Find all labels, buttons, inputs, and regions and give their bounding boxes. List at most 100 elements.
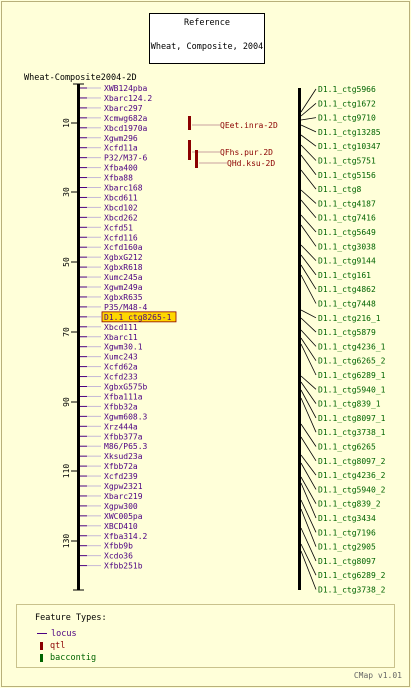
contig-label[interactable]: D1.1_ctg5879 xyxy=(318,328,376,337)
contig-label[interactable]: D1.1_ctg9144 xyxy=(318,257,376,266)
reference-box: Reference Wheat, Composite, 2004 xyxy=(149,13,265,64)
contig-label[interactable]: D1.1_ctg3038 xyxy=(318,242,376,251)
qtl-bar xyxy=(188,140,191,160)
marker-label[interactable]: Xumc243 xyxy=(104,353,138,362)
contig-leader xyxy=(300,329,317,347)
contig-label[interactable]: D1.1_ctg8097 xyxy=(318,557,376,566)
marker-label[interactable]: Xfba111a xyxy=(104,392,143,401)
marker-label[interactable]: D1.1_ctg8265-1 xyxy=(104,313,172,322)
contig-label[interactable]: D1.1_ctg13285 xyxy=(318,128,381,137)
legend-qtl: qtl xyxy=(37,641,65,651)
contig-label[interactable]: D1.1_ctg5966 xyxy=(318,85,376,94)
legend-locus: locus xyxy=(37,629,77,639)
contig-label[interactable]: D1.1_ctg6289_2 xyxy=(318,571,386,580)
marker-label[interactable]: Xfbb72a xyxy=(104,462,138,471)
marker-label[interactable]: Xcfd239 xyxy=(104,472,138,481)
marker-label[interactable]: P35/M48-4 xyxy=(104,303,148,312)
marker-label[interactable]: Xbcd611 xyxy=(104,193,138,202)
marker-label[interactable]: P32/M37-6 xyxy=(104,154,148,163)
contig-leader xyxy=(300,397,317,433)
marker-label[interactable]: XWB124pba xyxy=(104,84,148,93)
contig-leader xyxy=(300,499,317,533)
contig-label[interactable]: D1.1_ctg10347 xyxy=(318,142,381,151)
contig-label[interactable]: D1.1_ctg7448 xyxy=(318,300,376,309)
axis-tick-label: 10 xyxy=(62,118,71,128)
contig-label[interactable]: D1.1_ctg5156 xyxy=(318,171,376,180)
marker-label[interactable]: Xbcd1970a xyxy=(104,124,148,133)
marker-label[interactable]: Xfba400 xyxy=(104,164,138,173)
contig-label[interactable]: D1.1_ctg8097_2 xyxy=(318,457,386,466)
marker-label[interactable]: Xgwm249a xyxy=(104,283,143,292)
qtl-label[interactable]: QFhs.pur.2D xyxy=(220,148,273,157)
contig-label[interactable]: D1.1_ctg6265 xyxy=(318,443,376,452)
marker-label[interactable]: Xcfd11a xyxy=(104,144,138,153)
marker-label[interactable]: Xksud23a xyxy=(104,452,143,461)
marker-label[interactable]: XgbxG575b xyxy=(104,383,148,392)
marker-label[interactable]: Xcfd51 xyxy=(104,223,133,232)
contig-label[interactable]: D1.1_ctg4236_1 xyxy=(318,342,386,351)
marker-label[interactable]: Xbarc168 xyxy=(104,184,143,193)
marker-label[interactable]: Xbarc11 xyxy=(104,333,138,342)
contig-leader xyxy=(300,317,317,333)
marker-label[interactable]: XBCD410 xyxy=(104,522,138,531)
marker-label[interactable]: Xumc245a xyxy=(104,273,143,282)
contig-label[interactable]: D1.1_ctg4862 xyxy=(318,285,376,294)
contig-label[interactable]: D1.1_ctg3434 xyxy=(318,514,376,523)
contig-label[interactable]: D1.1_ctg8 xyxy=(318,185,362,194)
contig-label[interactable]: D1.1_ctg839_1 xyxy=(318,400,381,409)
marker-label[interactable]: XgbxR635 xyxy=(104,293,143,302)
contig-label[interactable]: D1.1_ctg161 xyxy=(318,271,371,280)
marker-label[interactable]: Xfba88 xyxy=(104,174,133,183)
contig-label[interactable]: D1.1_ctg7196 xyxy=(318,528,376,537)
marker-label[interactable]: Xfbb32a xyxy=(104,402,138,411)
contig-label[interactable]: D1.1_ctg2905 xyxy=(318,543,376,552)
marker-label[interactable]: Xbcd111 xyxy=(104,323,138,332)
marker-label[interactable]: Xfbb9b xyxy=(104,542,133,551)
marker-label[interactable]: Xgwm30.1 xyxy=(104,343,143,352)
marker-label[interactable]: Xcfd62a xyxy=(104,363,138,372)
contig-label[interactable]: D1.1_ctg5940_2 xyxy=(318,485,386,494)
marker-label[interactable]: Xgwm608.3 xyxy=(104,412,148,421)
marker-label[interactable]: Xfbb251b xyxy=(104,562,143,571)
contig-label[interactable]: D1.1_ctg4236_2 xyxy=(318,471,386,480)
marker-label[interactable]: Xgwm296 xyxy=(104,134,138,143)
contig-label[interactable]: D1.1_ctg5649 xyxy=(318,228,376,237)
contig-label[interactable]: D1.1_ctg5751 xyxy=(318,157,376,166)
contig-label[interactable]: D1.1_ctg839_2 xyxy=(318,500,381,509)
contig-label[interactable]: D1.1_ctg4187 xyxy=(318,199,376,208)
contig-label[interactable]: D1.1_ctg5940_1 xyxy=(318,385,386,394)
marker-label[interactable]: Xfba314.2 xyxy=(104,532,148,541)
contig-label[interactable]: D1.1_ctg8097_1 xyxy=(318,414,386,423)
marker-label[interactable]: Xrz444a xyxy=(104,422,138,431)
contig-label[interactable]: D1.1_ctg7416 xyxy=(318,214,376,223)
marker-label[interactable]: Xbarc219 xyxy=(104,492,143,501)
marker-label[interactable]: Xcmwg682a xyxy=(104,114,148,123)
marker-label[interactable]: Xgpw2321 xyxy=(104,482,143,491)
marker-label[interactable]: XWC005pa xyxy=(104,512,143,521)
qtl-label[interactable]: QHd.ksu-2D xyxy=(227,159,275,168)
marker-label[interactable]: Xcfd233 xyxy=(104,373,138,382)
contig-label[interactable]: D1.1_ctg3738_2 xyxy=(318,586,386,595)
marker-label[interactable]: Xfbb377a xyxy=(104,432,143,441)
contig-label[interactable]: D1.1_ctg216_1 xyxy=(318,314,381,323)
qtl-label[interactable]: QEet.inra-2D xyxy=(220,121,278,130)
marker-label[interactable]: XgbxR618 xyxy=(104,263,143,272)
axis-tick-label: 50 xyxy=(62,257,71,267)
marker-label[interactable]: Xbcd102 xyxy=(104,203,138,212)
marker-label[interactable]: Xcfd116 xyxy=(104,233,138,242)
marker-label[interactable]: XgbxG212 xyxy=(104,253,143,262)
contig-label[interactable]: D1.1_ctg3738_1 xyxy=(318,428,386,437)
contig-leader xyxy=(300,508,317,547)
marker-label[interactable]: Xgpw300 xyxy=(104,502,138,511)
contig-label[interactable]: D1.1_ctg6289_1 xyxy=(318,371,386,380)
contig-label[interactable]: D1.1_ctg6265_2 xyxy=(318,357,386,366)
contig-label[interactable]: D1.1_ctg9710 xyxy=(318,114,376,123)
marker-label[interactable]: Xbarc297 xyxy=(104,104,143,113)
marker-label[interactable]: Xcdo36 xyxy=(104,552,133,561)
marker-label[interactable]: M86/P65.3 xyxy=(104,442,148,451)
contig-label[interactable]: D1.1_ctg1672 xyxy=(318,99,376,108)
marker-label[interactable]: Xbarc124.2 xyxy=(104,94,152,103)
marker-label[interactable]: Xbcd262 xyxy=(104,213,138,222)
marker-label[interactable]: Xcfd160a xyxy=(104,243,143,252)
